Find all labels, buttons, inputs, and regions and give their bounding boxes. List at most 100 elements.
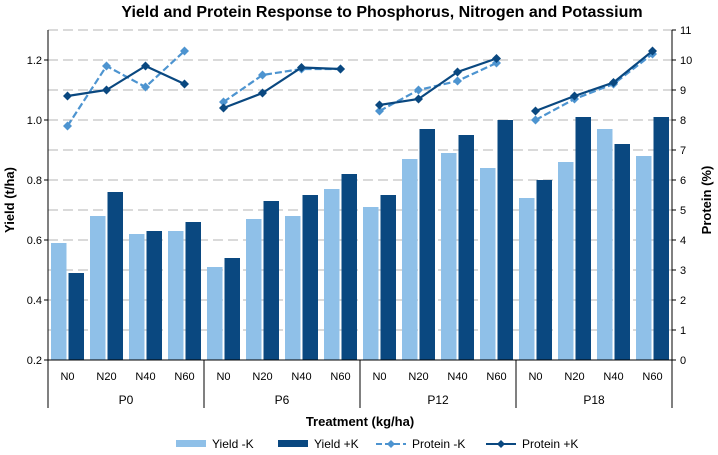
y2-tick-label: 5 bbox=[680, 205, 686, 217]
bar-yield-minus-k bbox=[246, 219, 262, 360]
category-label: N0 bbox=[528, 371, 542, 383]
bar-yield-plus-k bbox=[107, 192, 123, 360]
point-protein-minus-k bbox=[219, 97, 228, 107]
bar-yield-minus-k bbox=[285, 216, 301, 360]
bar-yield-minus-k bbox=[441, 153, 457, 360]
legend-marker bbox=[497, 440, 505, 448]
point-protein-plus-k bbox=[414, 94, 423, 104]
ticks: 0 1 2 3 4 5 6 7 8 9 10 11 0.2 0.4 0.6 0.8 1.0 1.2 bbox=[27, 25, 693, 367]
category-label: N20 bbox=[252, 371, 272, 383]
y2-tick-label: 9 bbox=[680, 85, 686, 97]
lines bbox=[63, 46, 657, 131]
y-axis-title: Yield (t/ha) bbox=[2, 167, 17, 233]
bar-yield-plus-k bbox=[536, 180, 552, 360]
y-tick-label: 0.6 bbox=[27, 235, 42, 247]
point-protein-plus-k bbox=[531, 106, 540, 116]
group-label: P18 bbox=[583, 393, 605, 407]
legend-label: Protein -K bbox=[412, 437, 465, 451]
bar-yield-minus-k bbox=[90, 216, 106, 360]
line-protein-plus-k bbox=[379, 57, 497, 107]
legend-swatch bbox=[278, 440, 308, 447]
group-label: P12 bbox=[427, 393, 449, 407]
line-protein-minus-k bbox=[534, 53, 654, 121]
line-protein-minus-k bbox=[378, 62, 497, 112]
bar-yield-plus-k bbox=[419, 129, 435, 360]
point-protein-plus-k bbox=[609, 78, 618, 87]
y2-tick-label: 8 bbox=[680, 115, 686, 127]
bar-yield-plus-k bbox=[302, 195, 318, 360]
category-label: N60 bbox=[486, 371, 506, 383]
bar-yield-plus-k bbox=[185, 222, 201, 360]
point-protein-plus-k bbox=[219, 103, 228, 113]
y2-tick-label: 4 bbox=[680, 235, 686, 247]
y2-tick-label: 10 bbox=[680, 55, 692, 67]
y2-tick-label: 0 bbox=[680, 355, 686, 367]
line-protein-minus-k bbox=[66, 50, 186, 127]
point-protein-plus-k bbox=[453, 67, 462, 77]
bar-yield-plus-k bbox=[380, 195, 396, 360]
point-protein-plus-k bbox=[492, 54, 501, 63]
category-label: N60 bbox=[330, 371, 350, 383]
point-protein-minus-k bbox=[180, 46, 189, 56]
y-tick-label: 0.4 bbox=[27, 295, 42, 307]
legend-label: Protein +K bbox=[522, 437, 578, 451]
point-protein-plus-k bbox=[63, 91, 72, 101]
bar-yield-minus-k bbox=[207, 267, 223, 360]
y-tick-label: 0.8 bbox=[27, 175, 42, 187]
chart-title: Yield and Protein Response to Phosphorus… bbox=[121, 4, 642, 21]
point-protein-plus-k bbox=[102, 85, 111, 95]
bar-yield-minus-k bbox=[51, 243, 67, 360]
category-label: N20 bbox=[408, 371, 428, 383]
bar-yield-minus-k bbox=[480, 168, 496, 360]
bar-yield-minus-k bbox=[636, 156, 652, 360]
group-label: P0 bbox=[119, 393, 134, 407]
y2-tick-label: 3 bbox=[680, 265, 686, 277]
bar-yield-plus-k bbox=[458, 135, 474, 360]
y2-tick-label: 2 bbox=[680, 295, 686, 307]
point-protein-minus-k bbox=[141, 82, 150, 92]
y2-tick-label: 7 bbox=[680, 145, 686, 157]
legend-marker bbox=[387, 440, 395, 448]
bar-yield-minus-k bbox=[168, 231, 184, 360]
point-protein-minus-k bbox=[414, 85, 423, 95]
categories: N0 N20 N40 N60 N0 N20 N40 N60 N0 N20 N40 N60 N0 N20 N4… bbox=[60, 371, 662, 407]
point-protein-minus-k bbox=[531, 115, 540, 125]
point-protein-plus-k bbox=[336, 64, 345, 74]
group-label: P6 bbox=[275, 393, 290, 407]
legend-label: Yield +K bbox=[314, 437, 359, 451]
bar-yield-minus-k bbox=[363, 207, 379, 360]
line-protein-plus-k bbox=[535, 50, 654, 113]
legend: Yield -K Yield +K Protein -K Protein +K bbox=[176, 437, 578, 451]
point-protein-minus-k bbox=[375, 106, 384, 116]
category-label: N60 bbox=[642, 371, 662, 383]
bars bbox=[51, 117, 669, 360]
bar-yield-minus-k bbox=[324, 189, 340, 360]
category-label: N60 bbox=[174, 371, 194, 383]
bar-yield-plus-k bbox=[341, 174, 357, 360]
category-label: N20 bbox=[564, 371, 584, 383]
bar-yield-plus-k bbox=[653, 117, 669, 360]
bar-yield-plus-k bbox=[146, 231, 162, 360]
bar-yield-minus-k bbox=[558, 162, 574, 360]
y2-tick-label: 11 bbox=[680, 25, 691, 37]
bar-yield-minus-k bbox=[129, 234, 145, 360]
bar-yield-plus-k bbox=[224, 258, 240, 360]
bar-yield-plus-k bbox=[614, 144, 630, 360]
category-label: N40 bbox=[603, 371, 623, 383]
bar-yield-plus-k bbox=[497, 120, 513, 360]
y-tick-label: 1.0 bbox=[27, 115, 42, 127]
bar-yield-minus-k bbox=[597, 129, 613, 360]
category-label: N0 bbox=[372, 371, 386, 383]
point-protein-plus-k bbox=[297, 63, 306, 72]
legend-label: Yield -K bbox=[212, 437, 254, 451]
point-protein-plus-k bbox=[180, 79, 189, 89]
y-tick-label: 0.2 bbox=[27, 355, 42, 367]
bar-yield-plus-k bbox=[68, 273, 84, 360]
category-label: N20 bbox=[96, 371, 116, 383]
line-protein-plus-k bbox=[67, 64, 185, 98]
axes bbox=[44, 29, 676, 408]
point-protein-plus-k bbox=[375, 100, 384, 110]
point-protein-plus-k bbox=[258, 88, 267, 98]
bar-yield-plus-k bbox=[263, 201, 279, 360]
